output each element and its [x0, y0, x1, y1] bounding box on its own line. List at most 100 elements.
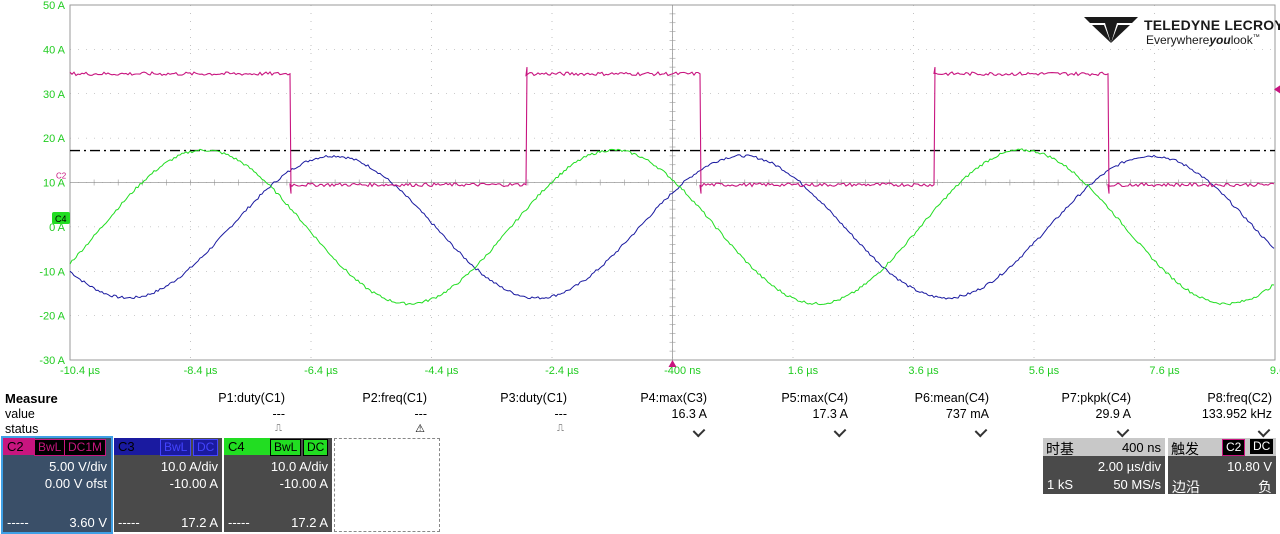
- measure-title: Measure: [5, 391, 58, 406]
- channel-header: C2 BwL DC1M: [3, 438, 111, 456]
- y-tick-label: 50 A: [43, 0, 66, 12]
- x-tick-label: -4.4 µs: [425, 365, 459, 377]
- y-tick-label: -30 A: [39, 355, 65, 367]
- c4-trace-marker: C4: [55, 214, 67, 224]
- param-value: ---: [272, 407, 286, 421]
- trigger-descriptor[interactable]: 触发 C2 DC 10.80 V 边沿 负: [1168, 438, 1276, 495]
- param-name[interactable]: P6:mean(C4): [914, 391, 989, 405]
- descriptor-placeholder: -----: [7, 515, 29, 530]
- y-tick-label: -20 A: [39, 311, 65, 323]
- timebase-descriptor[interactable]: 时基 400 ns 2.00 µs/div 1 kS 50 MS/s: [1043, 438, 1165, 494]
- empty-descriptor-slot[interactable]: [334, 438, 440, 532]
- param-name[interactable]: P2:freq(C1): [362, 391, 427, 405]
- descriptor-placeholder: -----: [228, 515, 250, 530]
- y-tick-label: 30 A: [43, 89, 66, 101]
- trigger-header: 触发 C2 DC: [1168, 438, 1276, 457]
- channel-header: C4 BwL DC: [224, 438, 332, 456]
- check-status-icon: [1116, 424, 1131, 438]
- vertical-scale: 10.0 A/div: [270, 459, 328, 474]
- bandwidth-limit-badge: BwL: [160, 439, 192, 456]
- vertical-scale: 5.00 V/div: [49, 459, 107, 474]
- channel-c3-descriptor[interactable]: C3 BwL DC 10.0 A/div -10.00 A ----- 17.2…: [114, 438, 222, 532]
- brand-name: TELEDYNE LECROY: [1144, 17, 1280, 33]
- trace-c2: [69, 67, 1275, 194]
- channel-name: C4: [224, 438, 270, 455]
- cursor-value: 3.60 V: [69, 515, 107, 530]
- c2-trace-marker: C2: [56, 171, 67, 180]
- horizontal-delay: 400 ns: [1121, 440, 1161, 455]
- param-value: ---: [554, 407, 568, 421]
- trace-c4: [69, 148, 1275, 306]
- param-value: 17.3 A: [812, 407, 848, 421]
- pulse-status-icon: ⎍: [557, 423, 564, 434]
- param-value: ---: [414, 407, 428, 421]
- trigger-label: 触发: [1171, 441, 1199, 457]
- trigger-slope: 负: [1258, 479, 1272, 495]
- trigger-position-icon: [668, 360, 677, 367]
- param-value: 16.3 A: [671, 407, 707, 421]
- measure-table: Measure P1:duty(C1) P2:freq(C1) P3:duty(…: [0, 390, 1280, 438]
- channel-c2-descriptor[interactable]: C2 BwL DC1M 5.00 V/div 0.00 V ofst -----…: [1, 436, 113, 534]
- param-value: 133.952 kHz: [1201, 407, 1272, 421]
- check-status-icon: [974, 424, 989, 438]
- param-name[interactable]: P1:duty(C1): [218, 391, 285, 405]
- vertical-offset: -10.00 A: [279, 476, 328, 491]
- trigger-source-badge: C2: [1222, 439, 1246, 456]
- c4-trace-marker-bg: [52, 212, 70, 224]
- param-name[interactable]: P8:freq(C2): [1207, 391, 1272, 405]
- channel-name: C3: [114, 438, 160, 455]
- y-tick-label: 10 A: [43, 178, 66, 190]
- trigger-level-icon: [1274, 85, 1280, 94]
- waveform-grid: 50 A 40 A 30 A 20 A 10 A 0 A -10 A -20 A -30 A-1…: [39, 0, 1280, 377]
- y-tick-label: 0 A: [49, 222, 66, 234]
- param-value: 737 mA: [945, 407, 989, 421]
- vertical-scale: 10.0 A/div: [160, 459, 218, 474]
- y-tick-label: 40 A: [43, 44, 66, 56]
- timebase-header: 时基 400 ns: [1043, 438, 1165, 457]
- vertical-offset: 0.00 V ofst: [44, 476, 107, 491]
- x-tick-label: -2.4 µs: [545, 365, 579, 377]
- timebase-label: 时基: [1046, 441, 1074, 457]
- trigger-mode: 边沿: [1172, 479, 1200, 495]
- channel-name: C2: [3, 438, 35, 455]
- trigger-level: 10.80 V: [1227, 459, 1272, 474]
- x-tick-label: 5.6 µs: [1029, 365, 1060, 377]
- coupling-badge: DC: [303, 439, 329, 456]
- brand-logo: TELEDYNE LECROY Everywhereyoulook™: [1082, 14, 1280, 50]
- check-status-icon: [692, 424, 707, 438]
- y-tick-label: 20 A: [43, 133, 66, 145]
- x-tick-label: -6.4 µs: [304, 365, 338, 377]
- warning-status-icon: ⚠: [415, 423, 425, 435]
- x-tick-label: 3.6 µs: [908, 365, 939, 377]
- check-status-icon: [833, 424, 848, 438]
- y-tick-label: -10 A: [39, 266, 65, 278]
- x-tick-label: -400 ns: [664, 365, 701, 377]
- sample-points: 1 kS: [1047, 477, 1074, 492]
- param-name[interactable]: P3:duty(C1): [500, 391, 567, 405]
- channel-header: C3 BwL DC: [114, 438, 222, 456]
- row-label-status: status: [5, 422, 39, 436]
- sample-rate: 50 MS/s: [1113, 477, 1161, 492]
- channel-c4-descriptor[interactable]: C4 BwL DC 10.0 A/div -10.00 A ----- 17.2…: [224, 438, 332, 532]
- bandwidth-limit-badge: BwL: [270, 439, 302, 456]
- x-tick-label: -10.4 µs: [60, 365, 100, 377]
- pulse-status-icon: ⎍: [275, 423, 282, 434]
- x-tick-label: -8.4 µs: [184, 365, 218, 377]
- param-name[interactable]: P7:pkpk(C4): [1061, 391, 1131, 405]
- brand-tagline: Everywhereyoulook™: [1146, 33, 1260, 47]
- param-name[interactable]: P5:max(C4): [781, 391, 848, 405]
- param-name[interactable]: P4:max(C3): [640, 391, 707, 405]
- x-tick-label: 7.6 µs: [1149, 365, 1180, 377]
- descriptor-placeholder: -----: [118, 515, 140, 530]
- bandwidth-limit-badge: BwL: [34, 439, 66, 456]
- check-status-icon: [1257, 424, 1272, 438]
- cursor-value: 17.2 A: [291, 515, 328, 530]
- coupling-badge: DC: [193, 439, 219, 456]
- teledyne-logo-icon: [1084, 17, 1138, 43]
- cursor-value: 17.2 A: [181, 515, 218, 530]
- waveform-display[interactable]: 50 A 40 A 30 A 20 A 10 A 0 A -10 A -20 A -30 A -1…: [0, 0, 1280, 390]
- x-tick-label: 1.6 µs: [788, 365, 819, 377]
- vertical-offset: -10.00 A: [169, 476, 218, 491]
- trigger-coupling-badge: DC: [1250, 439, 1274, 454]
- time-per-div: 2.00 µs/div: [1097, 459, 1161, 474]
